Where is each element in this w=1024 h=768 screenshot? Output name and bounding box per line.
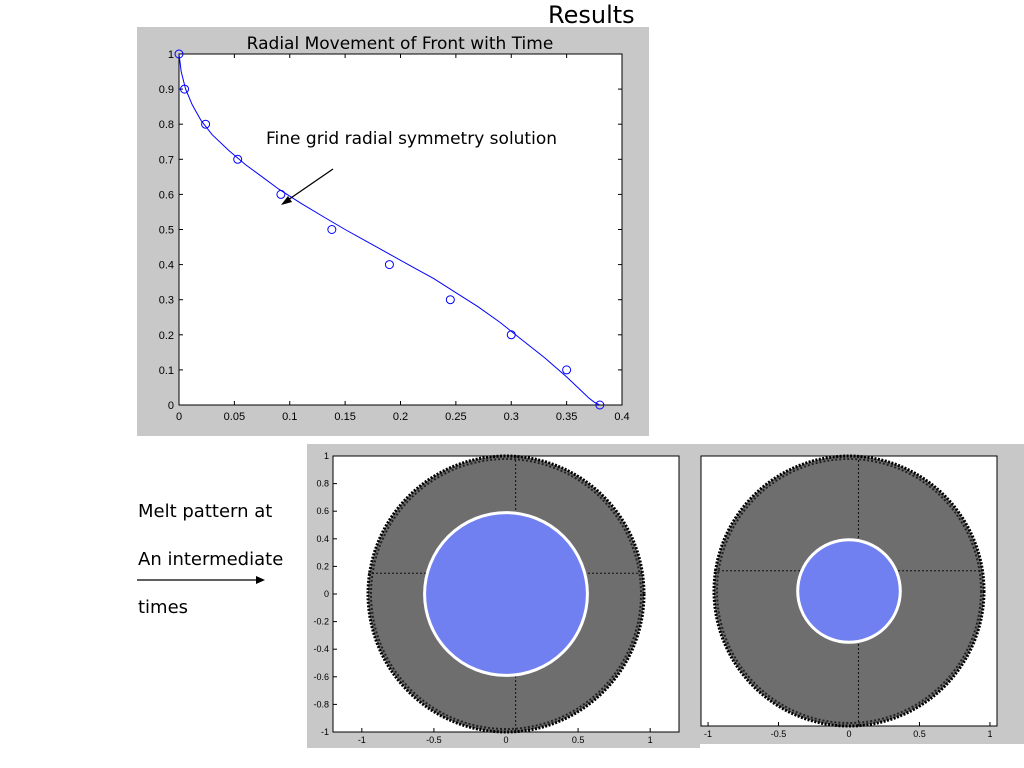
x-tick-label: 0.05 — [224, 411, 245, 423]
series-line — [178, 53, 601, 406]
x-tick-label: 1 — [648, 735, 653, 745]
y-tick-label: 0.4 — [159, 260, 174, 272]
melt-front — [423, 511, 589, 677]
x-tick-label: -0.5 — [771, 729, 787, 739]
side-note: Melt pattern at An intermediate times — [138, 476, 283, 644]
melt-pattern-figure-2: -1 -0.5 0 0.5 1 — [700, 444, 1024, 744]
slide-title: Results — [548, 1, 635, 29]
y-tick-label: 0.1 — [159, 365, 174, 377]
data-point — [180, 84, 190, 94]
x-tick-label: 1 — [987, 729, 992, 739]
data-point — [506, 330, 516, 340]
y-tick-label: 0.9 — [159, 84, 174, 96]
side-note-line: times — [138, 597, 189, 618]
front-radius-figure: Radial Movement of Front with Time 0 0.05… — [137, 27, 649, 436]
side-note-line: An intermediate — [138, 549, 284, 570]
y-tick-label: 0.2 — [316, 561, 329, 571]
x-tick-label: 0.5 — [913, 729, 926, 739]
x-tick-label: 0.2 — [393, 411, 408, 423]
data-point — [233, 154, 243, 164]
y-tick-label: 0 — [168, 400, 174, 412]
x-tick-label: 0.35 — [556, 411, 577, 423]
y-tick-label: 0.8 — [316, 479, 329, 489]
y-tick-label: 0.3 — [159, 295, 174, 307]
melt-pattern-figure-1: -1 -0.5 0 0.5 1 1 0.8 0.6 0.4 0.2 0 -0.2 -0.4 -0.6 -0.… — [307, 444, 700, 748]
y-tick-label: 0.4 — [316, 534, 329, 544]
y-tick-label: 0.8 — [159, 119, 174, 131]
y-tick-label: 0.5 — [159, 225, 174, 237]
y-tick-label: -0.2 — [313, 617, 329, 627]
x-tick-label: 0.1 — [282, 411, 297, 423]
melt-front — [796, 538, 902, 644]
x-tick-label: 0.3 — [504, 411, 519, 423]
y-tick-label: 0.2 — [159, 330, 174, 342]
melt-region — [424, 512, 588, 676]
annotation-arrow — [284, 168, 334, 203]
data-point — [445, 295, 455, 305]
mesh-domain-inner-ring — [370, 458, 642, 730]
y-tick-label: 0.6 — [159, 189, 174, 201]
x-tick-label: 0.5 — [572, 735, 585, 745]
annotation-label: Fine grid radial symmetry solution — [266, 129, 557, 149]
y-tick-label: -0.4 — [313, 644, 329, 654]
data-point — [595, 400, 605, 410]
x-tick-label: 0.4 — [614, 411, 629, 423]
annotation-arrowhead — [281, 196, 292, 205]
plot-area — [178, 53, 623, 406]
data-point — [384, 260, 394, 270]
x-tick-label: 0 — [846, 729, 851, 739]
y-tick-label: 0.6 — [316, 506, 329, 516]
mesh-domain-inner-ring — [716, 458, 982, 724]
chart-title: Radial Movement of Front with Time — [247, 34, 554, 54]
data-point — [174, 49, 184, 59]
x-tick-label: 0.25 — [445, 411, 466, 423]
x-tick-label: -1 — [358, 735, 366, 745]
y-tick-label: -0.6 — [313, 672, 329, 682]
x-tick-label: -1 — [704, 729, 712, 739]
data-point — [562, 365, 572, 375]
y-tick-label: 0.7 — [159, 154, 174, 166]
y-tick-label: 1 — [168, 49, 174, 61]
front-radius-chart: Radial Movement of Front with Time 0 0.05… — [159, 34, 630, 423]
side-note-line: Melt pattern at — [138, 501, 273, 522]
data-point — [327, 225, 337, 234]
melt-region — [797, 539, 901, 643]
y-tick-label: -1 — [321, 727, 329, 737]
x-tick-label: 0.15 — [334, 411, 355, 423]
y-tick-label: -0.8 — [313, 699, 329, 709]
x-tick-label: 0 — [176, 411, 182, 423]
data-point — [201, 119, 211, 129]
melt-pattern-chart-2: -1 -0.5 0 0.5 1 — [700, 454, 998, 739]
y-tick-label: 0 — [324, 589, 329, 599]
x-tick-label: -0.5 — [426, 735, 442, 745]
y-tick-label: 1 — [324, 451, 329, 461]
melt-pattern-chart-1: -1 -0.5 0 0.5 1 1 0.8 0.6 0.4 0.2 0 -0.2 -0.4 -0.6 -0.… — [313, 451, 680, 745]
data-point — [276, 189, 286, 199]
x-tick-label: 0 — [503, 735, 508, 745]
